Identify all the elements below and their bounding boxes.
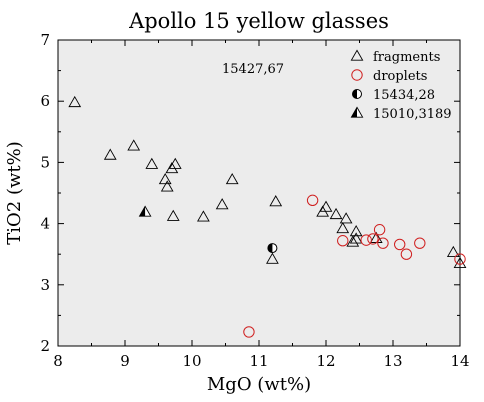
data-point bbox=[360, 234, 372, 246]
data-point bbox=[160, 180, 174, 192]
data-point bbox=[68, 95, 82, 108]
legend-marker bbox=[352, 89, 362, 99]
data-point bbox=[346, 235, 360, 247]
data-points bbox=[68, 95, 467, 338]
legend-marker bbox=[350, 106, 364, 118]
data-point bbox=[306, 194, 319, 207]
x-tick-label: 9 bbox=[120, 352, 130, 370]
data-point bbox=[215, 198, 229, 210]
data-point bbox=[197, 210, 210, 222]
legend-label: 15434,28 bbox=[373, 88, 435, 103]
data-point bbox=[337, 235, 349, 247]
axis-ticks: 8 9 10 11 12 13 14 2 3 4 5 6 7 bbox=[40, 31, 469, 370]
data-point bbox=[454, 253, 466, 265]
data-point bbox=[168, 157, 182, 169]
legend-label: fragments bbox=[373, 50, 440, 65]
data-point bbox=[394, 238, 406, 251]
y-tick-label: 2 bbox=[40, 337, 50, 355]
x-tick-label: 11 bbox=[249, 352, 268, 370]
data-point bbox=[243, 326, 255, 338]
y-tick-label: 5 bbox=[40, 153, 50, 171]
y-tick-label: 6 bbox=[40, 92, 50, 110]
legend-label: droplets bbox=[373, 69, 427, 84]
data-point bbox=[166, 209, 180, 221]
data-point bbox=[367, 233, 379, 245]
legend-marker bbox=[351, 69, 363, 81]
legend: fragments droplets 15434,28 15010,3189 bbox=[350, 49, 452, 122]
x-tick-label: 10 bbox=[182, 352, 201, 370]
data-point bbox=[373, 224, 386, 236]
chart-title: Apollo 15 yellow glasses bbox=[128, 9, 389, 33]
data-point bbox=[145, 157, 159, 169]
data-point bbox=[446, 245, 460, 258]
data-point bbox=[319, 200, 333, 212]
data-point bbox=[349, 232, 363, 244]
series-1 bbox=[68, 95, 467, 269]
y-axis-label: TiO2 (wt%) bbox=[4, 141, 25, 244]
data-point bbox=[336, 221, 350, 234]
data-point bbox=[225, 173, 239, 185]
x-tick-label: 12 bbox=[316, 352, 335, 370]
data-point bbox=[267, 243, 278, 254]
plot-area bbox=[57, 39, 461, 347]
series-4 bbox=[138, 205, 152, 217]
data-point bbox=[138, 205, 152, 217]
data-point bbox=[158, 173, 172, 185]
data-point bbox=[269, 195, 283, 207]
legend-label: 15010,3189 bbox=[373, 107, 452, 122]
data-point bbox=[453, 256, 467, 269]
data-point bbox=[377, 237, 389, 249]
x-axis-label: MgO (wt%) bbox=[207, 374, 311, 395]
x-tick-label: 13 bbox=[383, 352, 402, 370]
data-point bbox=[339, 212, 353, 224]
y-tick-label: 7 bbox=[40, 31, 50, 49]
x-tick-label: 14 bbox=[450, 352, 469, 370]
x-tick-label: 8 bbox=[53, 352, 63, 370]
series-2 bbox=[243, 194, 466, 338]
y-tick-label: 3 bbox=[40, 276, 50, 294]
annotation-label: 15427,67 bbox=[222, 62, 284, 77]
legend-marker bbox=[350, 49, 364, 61]
data-point bbox=[414, 237, 426, 249]
y-tick-label: 4 bbox=[40, 215, 50, 233]
data-point bbox=[165, 162, 179, 174]
data-point bbox=[103, 148, 117, 160]
series-3 bbox=[267, 243, 278, 254]
data-point bbox=[329, 207, 343, 220]
data-point bbox=[400, 248, 413, 260]
data-point bbox=[349, 225, 363, 237]
data-point bbox=[266, 252, 279, 264]
data-point bbox=[127, 139, 141, 151]
